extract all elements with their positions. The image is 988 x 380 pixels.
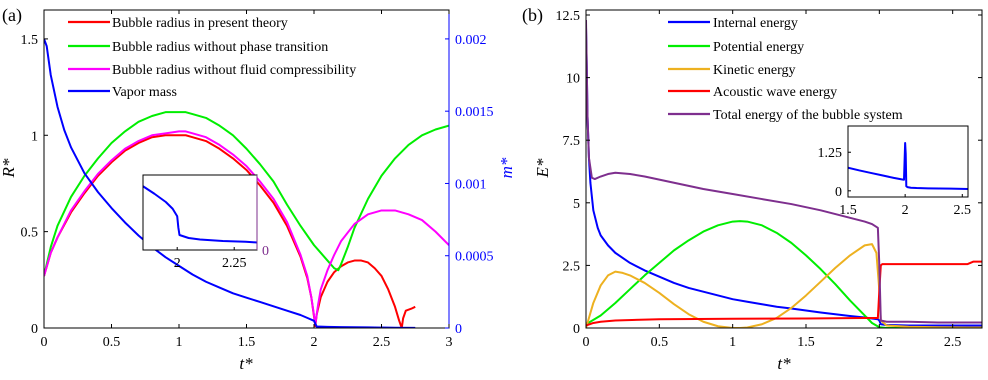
panel-a-inset-x-tick-label: 2.25 bbox=[222, 256, 247, 271]
panel-a-x-tick-label: 1.5 bbox=[238, 335, 256, 350]
panel-a-x-tick-label: 0.5 bbox=[103, 335, 121, 350]
panel-b-inset-x-tick-label: 1.5 bbox=[839, 203, 857, 218]
panel-b-y-tick-label: 12.5 bbox=[556, 9, 581, 24]
panel-b-inset-x-ticks: 1.5 2 2.5 bbox=[839, 194, 971, 218]
panel-a-y-tick-label-right: 0.001 bbox=[455, 177, 487, 192]
panel-b: (b) 0 0.5 1 1.5 2 2.5 0 2.5 5 7.5 10 12.5 t* E* In… bbox=[522, 5, 983, 373]
panel-a-y-tick-label-right: 0 bbox=[455, 322, 462, 337]
panel-b-inset-y-tick-label: 1.25 bbox=[818, 146, 843, 161]
legend-label-present-theory: Bubble radius in present theory bbox=[112, 16, 288, 31]
panel-a-inset-series-group bbox=[143, 185, 257, 244]
panel-b-x-tick-label: 1.5 bbox=[797, 335, 815, 350]
panel-a-y-tick-label-left: 1 bbox=[31, 129, 38, 144]
panel-b-series-line-0 bbox=[586, 27, 982, 327]
panel-a-x-tick-label: 2.5 bbox=[373, 335, 391, 350]
panel-b-y-tick-label: 2.5 bbox=[563, 259, 581, 274]
panel-a-inset: 2 2.25 0 bbox=[142, 174, 269, 271]
panel-b-y-tick-label: 5 bbox=[573, 197, 580, 212]
legend-label-total-energy: Total energy of the bubble system bbox=[713, 108, 903, 123]
panel-a-inset-series-line bbox=[143, 185, 257, 244]
panel-a-inset-background bbox=[143, 175, 257, 250]
panel-b-y-tick-label: 10 bbox=[566, 72, 580, 87]
legend-label-potential-energy: Potential energy bbox=[713, 40, 804, 55]
panel-a: (a) 0 0.5 1 1.5 2 2.5 3 00.511.5 00.00050.0010… bbox=[0, 5, 516, 373]
panel-b-x-tick-label: 1 bbox=[729, 335, 736, 350]
panel-b-inset-background bbox=[848, 126, 968, 197]
panel-a-y-ticks-left: 0 0.5 1 1.5 bbox=[21, 33, 48, 337]
panel-b-x-tick-label: 2.5 bbox=[944, 335, 962, 350]
panel-b-inset-box bbox=[847, 125, 969, 198]
legend-label-vapor-mass: Vapor mass bbox=[112, 85, 177, 100]
panel-b-inset-y-tick-label: 0 bbox=[835, 185, 842, 200]
panel-b-x-axis-label: t* bbox=[777, 354, 791, 373]
panel-b-axes-box bbox=[585, 9, 983, 329]
panel-b-series-line-4 bbox=[586, 20, 982, 324]
panel-b-inset-series-group bbox=[848, 141, 968, 190]
panel-a-y-tick-label-left: 0.5 bbox=[21, 226, 39, 241]
legend-label-no-phase-transition: Bubble radius without phase transition bbox=[112, 40, 328, 55]
legend-label-kinetic-energy: Kinetic energy bbox=[713, 63, 796, 78]
panel-b-inset-x-tick-label: 2.5 bbox=[954, 203, 972, 218]
panel-a-y-axis-label-right: m* bbox=[497, 157, 516, 178]
panel-b-y-tick-label: 0 bbox=[573, 322, 580, 337]
panel-a-x-axis-label: t* bbox=[239, 354, 253, 373]
panel-b-legend: Internal energy Potential energy Kinetic… bbox=[668, 16, 903, 123]
panel-b-x-tick-label: 0 bbox=[583, 335, 590, 350]
panel-a-x-ticks: 0 0.5 1 1.5 2 2.5 3 bbox=[41, 10, 453, 350]
panel-a-y-tick-label-right: 0.002 bbox=[455, 33, 487, 48]
panel-b-series-line-2 bbox=[586, 243, 982, 328]
panel-b-y-ticks: 0 2.5 5 7.5 10 12.5 bbox=[556, 9, 982, 337]
panel-a-series-line-3 bbox=[44, 38, 416, 328]
panel-a-legend: Bubble radius in present theory Bubble r… bbox=[68, 16, 356, 100]
panel-a-x-tick-label: 1 bbox=[176, 335, 183, 350]
panel-a-y-tick-label-right: 0.0015 bbox=[455, 105, 494, 120]
panel-a-y-tick-label-right: 0.0005 bbox=[455, 250, 494, 265]
panel-a-inset-right-tick: 0 bbox=[262, 244, 269, 259]
panel-a-series-line-2 bbox=[44, 130, 449, 326]
panel-b-label: (b) bbox=[522, 5, 543, 26]
panel-b-inset: 1.5 2 2.5 01.25 bbox=[818, 125, 971, 218]
panel-a-x-tick-label: 0 bbox=[41, 335, 48, 350]
panel-b-x-tick-label: 2 bbox=[876, 335, 883, 350]
panel-a-x-tick-label: 3 bbox=[446, 335, 453, 350]
panel-a-series-group bbox=[44, 38, 449, 328]
panel-b-inset-y-ticks: 01.25 bbox=[818, 146, 851, 200]
panel-a-inset-x-tick-label: 2 bbox=[174, 256, 181, 271]
panel-a-y-axis-label-left: R* bbox=[0, 158, 18, 178]
legend-label-no-compressibility: Bubble radius without fluid compressibil… bbox=[112, 63, 356, 78]
panel-a-y-ticks-right: 0 0.0005 0.001 0.0015 0.002 bbox=[445, 33, 494, 337]
panel-b-inset-series-line bbox=[848, 141, 968, 190]
legend-label-internal-energy: Internal energy bbox=[713, 16, 798, 31]
panel-a-label: (a) bbox=[2, 5, 22, 26]
panel-b-inset-x-tick-label: 2 bbox=[902, 203, 909, 218]
panel-b-x-ticks: 0 0.5 1 1.5 2 2.5 bbox=[583, 10, 962, 350]
panel-a-y-tick-label-left: 0 bbox=[31, 322, 38, 337]
panel-a-series-line-1 bbox=[44, 111, 449, 277]
panel-b-x-tick-label: 0.5 bbox=[651, 335, 669, 350]
panel-a-inset-x-ticks: 2 2.25 bbox=[174, 247, 247, 271]
legend-label-acoustic-energy: Acoustic wave energy bbox=[713, 85, 837, 100]
panel-b-y-axis-label: E* bbox=[533, 158, 552, 178]
panel-a-y-tick-label-left: 1.5 bbox=[21, 33, 39, 48]
panel-a-x-tick-label: 2 bbox=[311, 335, 318, 350]
panel-b-y-tick-label: 7.5 bbox=[563, 134, 581, 149]
